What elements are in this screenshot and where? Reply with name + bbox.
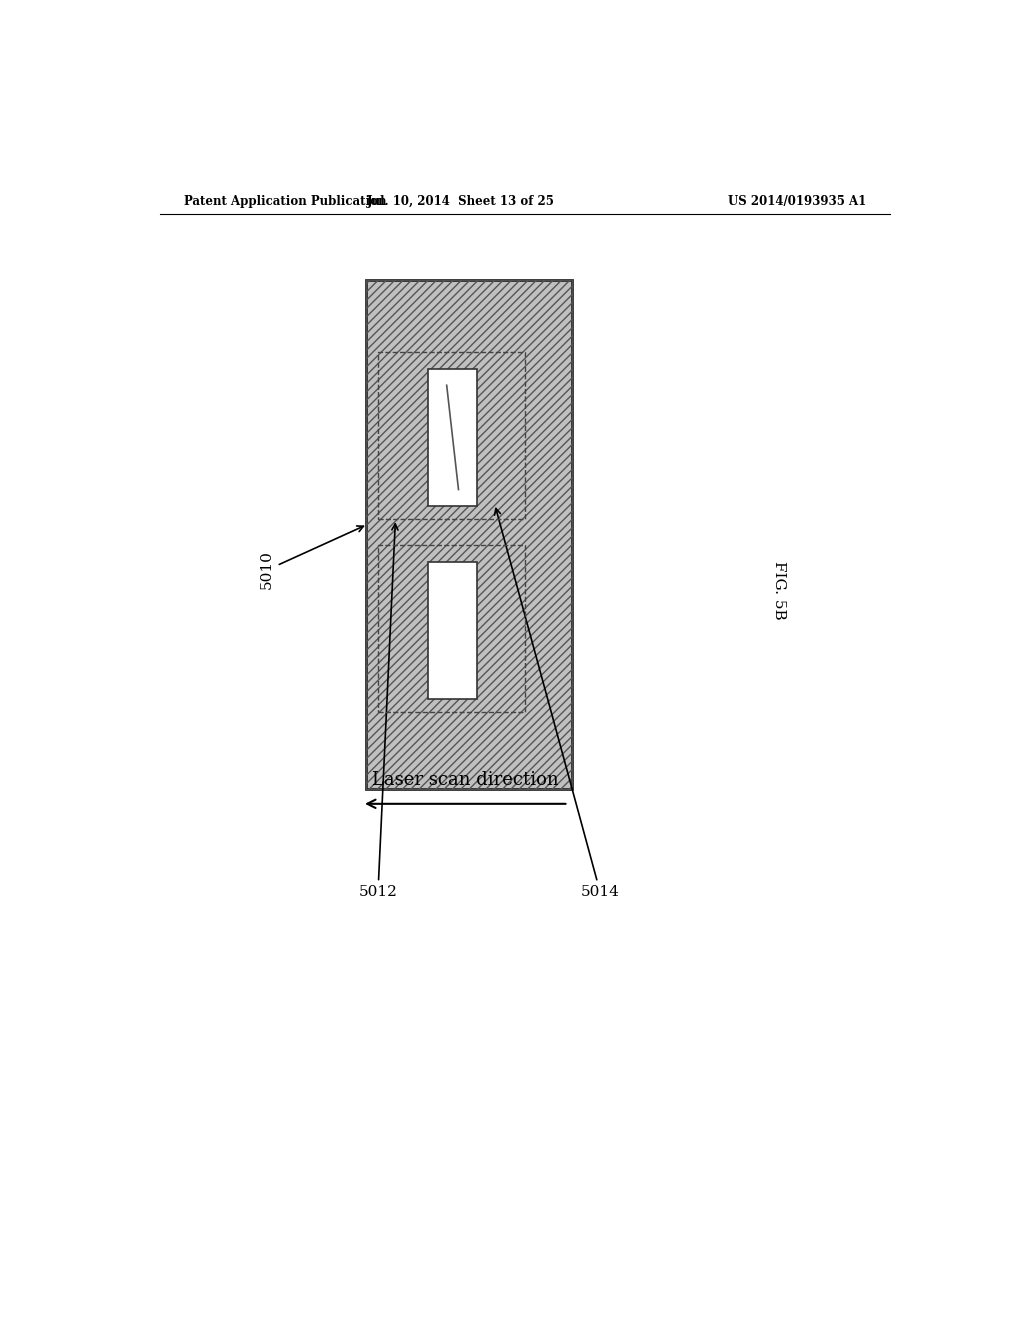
Bar [378, 351, 525, 519]
Text: Patent Application Publication: Patent Application Publication [183, 194, 386, 207]
Text: 5010: 5010 [260, 525, 364, 590]
Bar [378, 545, 525, 713]
Text: Laser scan direction: Laser scan direction [372, 771, 559, 788]
Bar [367, 280, 572, 788]
Bar [428, 562, 477, 700]
Bar [428, 368, 477, 506]
Text: FIG. 5B: FIG. 5B [772, 561, 785, 619]
Text: Jul. 10, 2014  Sheet 13 of 25: Jul. 10, 2014 Sheet 13 of 25 [368, 194, 555, 207]
Text: 5014: 5014 [495, 508, 620, 899]
Text: US 2014/0193935 A1: US 2014/0193935 A1 [728, 194, 866, 207]
Text: 5012: 5012 [358, 524, 398, 899]
Bar [367, 280, 572, 788]
